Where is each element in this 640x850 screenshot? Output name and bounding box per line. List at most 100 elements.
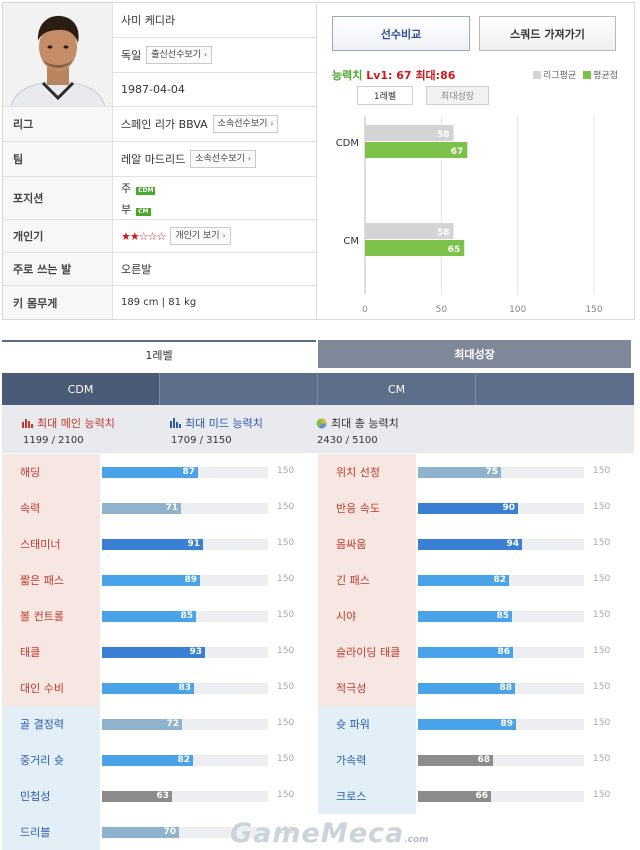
attribute-max: 150 [277, 538, 295, 548]
team-players-button[interactable]: 소속선수보기 › [190, 150, 256, 168]
attribute-max: 150 [277, 826, 295, 836]
position-tab-cdm[interactable]: CDM [2, 373, 159, 405]
attribute-bar: 85 [418, 611, 512, 622]
attribute-row: 중거리 슛 82 150 [2, 742, 317, 778]
attribute-bar: 82 [418, 575, 509, 586]
legend-league: 리그평균 [533, 68, 576, 81]
attribute-max: 150 [593, 790, 611, 800]
attribute-name: 적극성 [318, 670, 416, 706]
league-value: 스페인 리가 BBVA 소속선수보기 › [121, 107, 279, 141]
attribute-bar: 71 [102, 503, 181, 514]
attribute-bar: 82 [102, 755, 193, 766]
tab-level1[interactable]: 1레벨 [2, 340, 316, 368]
attribute-row: 크로스 66 150 [318, 778, 633, 814]
attribute-max: 150 [277, 646, 295, 656]
attribute-name: 시야 [318, 598, 416, 634]
attribute-name: 몸싸움 [318, 526, 416, 562]
chevron-right-icon: › [247, 154, 251, 163]
attribute-row: 민첩성 63 150 [2, 778, 317, 814]
compare-button[interactable]: 선수비교 [332, 16, 470, 51]
league-players-button[interactable]: 소속선수보기 › [212, 115, 279, 133]
attribute-track [102, 719, 268, 730]
position-header: CDM CM [2, 373, 634, 405]
attribute-bar: 83 [102, 683, 194, 694]
x-tick-label: 0 [362, 305, 368, 315]
gamemeca-watermark: GameMeca.com [230, 818, 429, 849]
nationality-players-button[interactable]: 출신선수보기 › [146, 46, 213, 64]
team-value: 레알 마드리드 소속선수보기 › [121, 142, 256, 176]
attribute-track [418, 755, 584, 766]
skill-value: ★★☆☆☆ 개인기 보기 › [121, 220, 231, 252]
attribute-bar: 86 [418, 647, 513, 658]
chevron-right-icon: › [203, 50, 208, 59]
attribute-max: 150 [277, 682, 295, 692]
foot-value: 오른발 [121, 263, 152, 276]
row-birth: 1987-04-04 [113, 73, 316, 107]
squad-button[interactable]: 스쿼드 가져가기 [479, 16, 616, 51]
summary-mid: 최대 미드 능력치 1709 / 3150 [170, 417, 263, 446]
category-label: CDM [336, 138, 359, 149]
attribute-bar: 63 [102, 791, 172, 802]
row-height-weight: 키 몸무게 189 cm | 81 kg [3, 286, 316, 319]
attribute-bar: 72 [102, 719, 182, 730]
attribute-max: 150 [277, 610, 295, 620]
main-position-badge: CDM [136, 186, 156, 195]
bar-cdm-0 [365, 125, 454, 141]
attribute-name: 속력 [2, 490, 100, 526]
row-foot: 주로 쓰는 발 오른발 [3, 253, 316, 286]
position-tab-empty-1 [159, 373, 316, 405]
attribute-name: 짧은 패스 [2, 562, 100, 598]
row-position: 포지션 주 CDM 부 CM [3, 177, 316, 220]
league-label: 리그 [3, 107, 113, 141]
attribute-name: 긴 패스 [318, 562, 416, 598]
attribute-row: 대인 수비 83 150 [2, 670, 317, 706]
player-avatar-icon [3, 3, 112, 106]
attribute-row: 짧은 패스 89 150 [2, 562, 317, 598]
position-tab-cm[interactable]: CM [317, 373, 475, 405]
attribute-bar: 66 [418, 791, 491, 802]
attribute-bar: 75 [418, 467, 501, 478]
summary-total-value: 2430 / 5100 [317, 435, 378, 446]
skill-view-button[interactable]: 개인기 보기 › [170, 227, 231, 245]
attribute-bar: 88 [418, 683, 515, 694]
attribute-max: 150 [277, 754, 295, 764]
summary-total: 최대 총 능력치 2430 / 5100 [316, 417, 399, 446]
attribute-row: 태클 93 150 [2, 634, 317, 670]
attribute-row: 가속력 68 150 [318, 742, 633, 778]
attribute-bar: 68 [418, 755, 493, 766]
legend-league-swatch [533, 71, 542, 79]
attribute-max: 150 [277, 718, 295, 728]
tab-max-growth[interactable]: 최대성장 [318, 340, 631, 368]
position-label: 포지션 [3, 177, 113, 219]
attribute-max: 150 [593, 466, 611, 476]
attribute-max: 150 [593, 682, 611, 692]
chart-tab-lv1[interactable]: 1레벨 [357, 86, 413, 105]
attribute-name: 슛 파워 [318, 706, 416, 742]
attribute-name: 해딩 [2, 454, 100, 490]
attribute-max: 150 [277, 502, 295, 512]
attribute-track [102, 827, 268, 838]
ability-summary: 최대 메인 능력치 1199 / 2100 최대 미드 능력치 1709 / 3… [2, 405, 634, 453]
attribute-track [102, 503, 268, 514]
chevron-right-icon: › [222, 231, 226, 240]
summary-main-value: 1199 / 2100 [23, 435, 84, 446]
attribute-name: 골 결정력 [2, 706, 100, 742]
attribute-bar: 87 [102, 467, 198, 478]
attribute-max: 150 [277, 574, 295, 584]
attribute-bar: 91 [102, 539, 203, 550]
attribute-track [418, 467, 584, 478]
attribute-bar: 94 [418, 539, 522, 550]
attribute-max: 150 [593, 718, 611, 728]
player-photo [3, 3, 113, 107]
chart-tab-max[interactable]: 최대성장 [426, 86, 489, 105]
attribute-row: 슬라이딩 태클 86 150 [318, 634, 633, 670]
attribute-row: 슛 파워 89 150 [318, 706, 633, 742]
attribute-bar: 89 [418, 719, 516, 730]
team-label: 팀 [3, 142, 113, 176]
chevron-right-icon: › [270, 119, 274, 128]
attribute-bar: 70 [102, 827, 179, 838]
attribute-name: 위치 선정 [318, 454, 416, 490]
foot-label: 주로 쓰는 발 [3, 253, 113, 285]
attribute-row: 스태미너 91 150 [2, 526, 317, 562]
